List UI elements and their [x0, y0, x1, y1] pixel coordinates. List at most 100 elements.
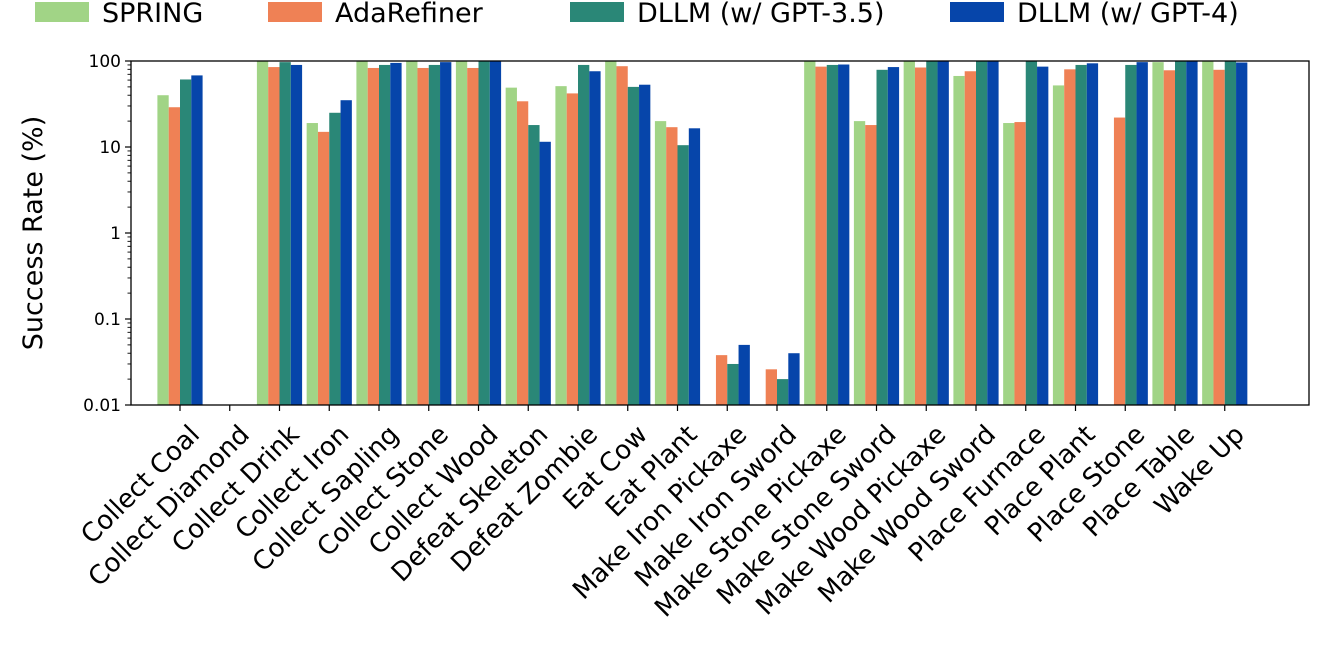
bar-3-4: [390, 62, 402, 406]
bar-3-3: [340, 100, 352, 406]
bar-2-4: [379, 64, 391, 405]
bar-1-16: [964, 71, 976, 405]
legend-swatch-0: [35, 2, 89, 22]
bar-2-15: [926, 61, 938, 405]
bar-1-4: [367, 67, 379, 406]
bar-0-0: [157, 95, 169, 405]
y-axis-label: Success Rate (%): [18, 116, 49, 350]
legend-label-1: AdaRefiner: [335, 0, 484, 29]
bar-0-10: [654, 121, 667, 406]
bar-0-20: [1152, 62, 1164, 405]
bar-2-21: [1224, 61, 1237, 405]
bar-3-16: [987, 61, 999, 405]
legend-swatch-1: [268, 2, 322, 22]
y-tick-label-2: 1: [110, 224, 121, 244]
bar-0-17: [1003, 123, 1015, 405]
bar-3-2: [290, 64, 303, 405]
bars: [157, 61, 1248, 406]
bar-3-14: [887, 67, 900, 405]
bar-3-17: [1037, 66, 1049, 405]
bar-2-3: [329, 112, 341, 405]
bar-2-9: [627, 86, 640, 405]
bar-0-14: [853, 121, 866, 406]
bar-1-18: [1064, 69, 1076, 405]
bar-3-0: [191, 75, 203, 406]
bar-1-0: [168, 107, 180, 405]
bar-3-18: [1086, 63, 1099, 406]
bar-2-11: [727, 363, 739, 405]
y-tick-label-3: 10: [99, 138, 121, 158]
bar-1-11: [715, 355, 728, 405]
bar-2-16: [976, 61, 988, 405]
legend-swatch-3: [950, 2, 1004, 22]
bar-1-6: [467, 67, 479, 406]
bar-1-2: [268, 67, 280, 405]
bar-0-18: [1052, 85, 1065, 406]
bar-3-19: [1136, 62, 1148, 405]
bar-2-0: [180, 79, 192, 406]
bar-2-14: [876, 69, 888, 406]
bar-1-5: [417, 67, 429, 406]
bar-0-21: [1202, 61, 1214, 405]
bar-1-17: [1014, 122, 1026, 405]
bar-3-13: [838, 64, 850, 406]
bar-1-19: [1113, 117, 1126, 406]
bar-2-8: [578, 64, 590, 405]
bar-1-9: [616, 66, 628, 405]
legend-label-0: SPRING: [102, 0, 203, 29]
bar-0-9: [605, 61, 617, 405]
bar-0-4: [356, 61, 368, 405]
bar-3-20: [1186, 61, 1198, 405]
bar-3-21: [1236, 62, 1248, 406]
bar-1-10: [666, 127, 678, 406]
bar-0-5: [406, 61, 418, 405]
bar-3-8: [589, 71, 601, 405]
bar-0-2: [256, 61, 269, 405]
bar-0-15: [903, 61, 915, 405]
bar-2-20: [1175, 61, 1187, 405]
bar-1-15: [914, 67, 927, 405]
bar-3-5: [440, 62, 452, 405]
bar-1-13: [815, 66, 827, 405]
bar-1-8: [566, 93, 578, 406]
bar-2-18: [1075, 64, 1087, 405]
y-tick-label-1: 0.1: [94, 310, 121, 330]
bar-3-12: [788, 353, 800, 405]
bar-3-15: [937, 61, 949, 405]
bar-0-16: [953, 75, 965, 406]
bar-2-6: [478, 61, 490, 405]
bar-1-3: [317, 131, 330, 406]
bar-3-10: [688, 128, 701, 406]
y-axis: 0.01 0.1 1 10 100: [83, 52, 131, 416]
bar-2-7: [528, 125, 540, 406]
bar-2-2: [279, 62, 291, 405]
bar-3-11: [738, 344, 750, 405]
bar-1-14: [865, 125, 877, 406]
y-tick-label-4: 100: [89, 52, 121, 72]
bar-2-19: [1125, 64, 1137, 405]
bar-3-6: [489, 61, 502, 405]
bar-0-3: [306, 123, 318, 405]
bar-2-13: [826, 64, 839, 405]
legend: SPRING AdaRefiner DLLM (w/ GPT-3.5) DLLM (w…: [35, 0, 1239, 29]
bar-1-7: [516, 101, 529, 405]
bar-1-21: [1213, 69, 1225, 406]
bar-1-12: [765, 369, 777, 405]
bar-2-17: [1025, 61, 1038, 405]
bar-1-20: [1163, 70, 1175, 405]
bar-2-5: [428, 64, 441, 405]
legend-swatch-2: [570, 2, 624, 22]
bar-0-6: [455, 61, 468, 405]
legend-label-2: DLLM (w/ GPT-3.5): [637, 0, 884, 29]
legend-label-3: DLLM (w/ GPT-4): [1017, 0, 1239, 29]
bar-3-9: [639, 84, 651, 406]
bar-0-7: [505, 87, 517, 405]
bar-0-8: [555, 86, 567, 406]
bar-3-7: [539, 141, 551, 405]
bar-2-12: [777, 379, 789, 405]
y-tick-label-0: 0.01: [83, 396, 121, 416]
bar-0-13: [804, 61, 816, 405]
bar-2-10: [677, 145, 689, 405]
